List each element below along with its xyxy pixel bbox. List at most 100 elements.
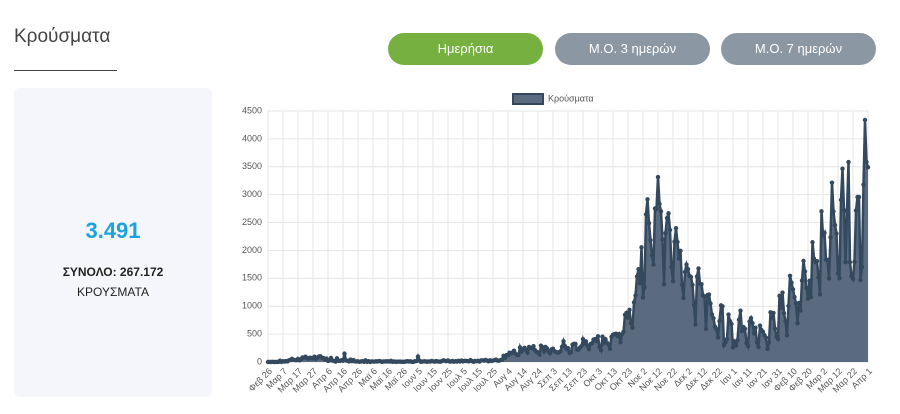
point xyxy=(792,294,797,300)
point xyxy=(829,180,835,185)
point xyxy=(742,326,748,331)
y-tick-label: 2000 xyxy=(242,245,262,255)
y-tick-label: 3000 xyxy=(242,189,262,199)
point xyxy=(723,340,728,345)
point xyxy=(838,197,844,203)
point xyxy=(753,325,758,330)
point xyxy=(783,318,788,324)
point xyxy=(594,338,599,344)
point xyxy=(541,349,547,354)
point xyxy=(670,279,676,284)
point xyxy=(654,206,659,211)
point xyxy=(846,159,851,165)
point xyxy=(537,352,542,357)
point xyxy=(595,334,601,339)
point xyxy=(765,346,770,352)
y-tick-label: 2500 xyxy=(242,217,262,227)
point xyxy=(729,321,734,327)
latest-value: 3.491 xyxy=(85,218,141,243)
point xyxy=(675,239,680,245)
point xyxy=(745,343,751,349)
point xyxy=(837,276,842,281)
point xyxy=(342,351,347,356)
point xyxy=(834,231,839,236)
point xyxy=(807,278,812,283)
point xyxy=(715,335,721,340)
point xyxy=(415,354,421,359)
point xyxy=(634,274,640,279)
point xyxy=(642,285,647,290)
point xyxy=(786,303,791,309)
point xyxy=(844,209,850,214)
point xyxy=(777,293,782,299)
y-tick-label: 1000 xyxy=(242,301,262,311)
point xyxy=(660,237,665,242)
point xyxy=(819,209,824,214)
point xyxy=(817,292,823,297)
point xyxy=(621,329,626,335)
point xyxy=(856,194,862,200)
point xyxy=(787,273,793,278)
point xyxy=(525,350,530,355)
point xyxy=(756,344,761,350)
point xyxy=(658,209,664,214)
point xyxy=(645,197,650,202)
point xyxy=(831,209,836,214)
y-tick-label: 0 xyxy=(257,356,262,366)
point xyxy=(679,282,685,288)
point xyxy=(801,258,806,264)
point xyxy=(618,340,623,345)
point xyxy=(778,305,784,311)
point xyxy=(859,264,865,270)
legend-label: Κρούσματα xyxy=(548,93,594,103)
point xyxy=(804,285,809,291)
point xyxy=(639,245,644,250)
point xyxy=(706,292,712,297)
point xyxy=(736,317,742,322)
point xyxy=(568,349,574,355)
section-title: Κρούσματα xyxy=(14,26,111,47)
point xyxy=(825,257,830,263)
point xyxy=(757,323,763,328)
point xyxy=(843,259,848,265)
point xyxy=(648,237,653,243)
point xyxy=(678,248,683,254)
point xyxy=(709,312,715,317)
point xyxy=(625,315,631,320)
y-tick-label: 4000 xyxy=(242,133,262,143)
point xyxy=(646,220,652,226)
point xyxy=(640,295,646,300)
point xyxy=(636,266,641,272)
avg7-button[interactable]: Μ.Ο. 7 ημερών xyxy=(721,33,876,65)
point xyxy=(810,240,815,245)
point xyxy=(558,349,563,354)
area xyxy=(268,119,868,362)
point xyxy=(708,301,713,306)
point xyxy=(738,308,743,313)
point xyxy=(832,222,838,228)
point xyxy=(796,300,802,306)
point xyxy=(760,329,766,334)
point xyxy=(603,337,608,342)
point xyxy=(828,235,833,240)
point xyxy=(822,230,827,235)
avg3-button[interactable]: Μ.Ο. 3 ημερών xyxy=(555,33,710,65)
point xyxy=(754,340,760,345)
point xyxy=(598,347,604,353)
point xyxy=(607,346,613,352)
point xyxy=(711,316,716,321)
daily-button[interactable]: Ημερήσια xyxy=(388,33,543,65)
point xyxy=(516,352,521,358)
point xyxy=(688,274,694,280)
point xyxy=(748,315,754,321)
point xyxy=(780,290,785,295)
point xyxy=(696,266,701,271)
point xyxy=(669,265,674,270)
point xyxy=(573,341,578,347)
point xyxy=(850,276,856,282)
point xyxy=(681,295,686,301)
point xyxy=(861,182,866,187)
point xyxy=(852,259,857,265)
point xyxy=(649,253,655,258)
